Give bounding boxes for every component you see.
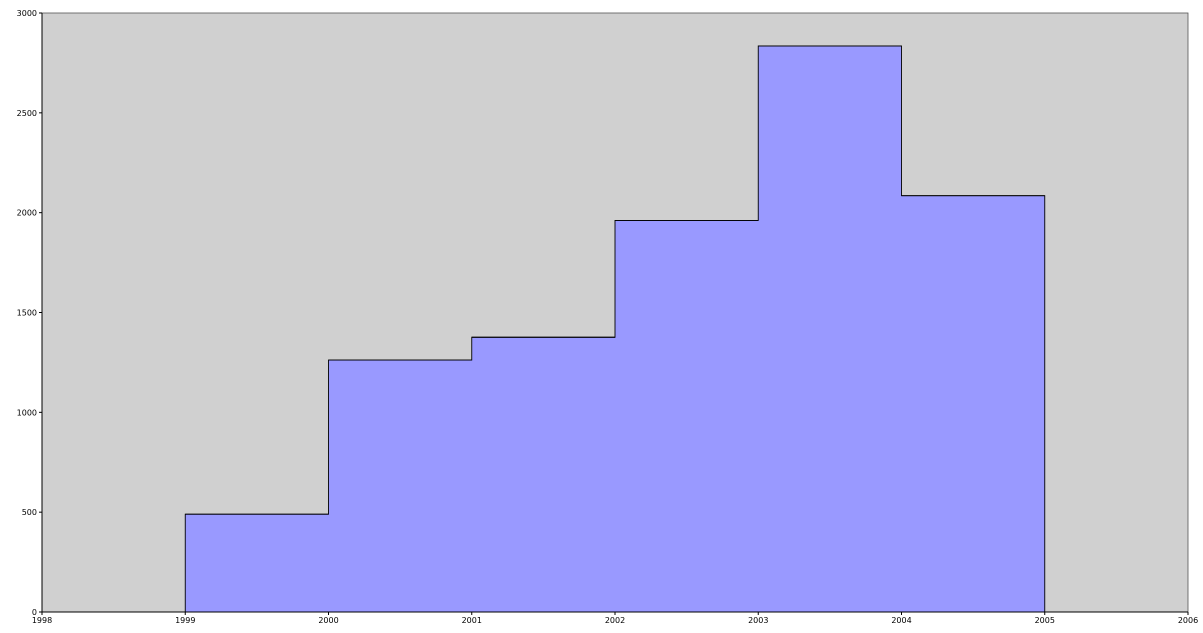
y-tick-label-0: 0 <box>32 608 37 617</box>
x-tick-label-2001: 2001 <box>462 616 482 625</box>
y-tick-label-2500: 2500 <box>17 109 37 118</box>
x-tick-label-2004: 2004 <box>891 616 911 625</box>
y-tick-label-500: 500 <box>22 508 37 517</box>
area-layer <box>184 45 1046 613</box>
y-tick-label-1000: 1000 <box>17 408 37 417</box>
x-tick-label-2002: 2002 <box>605 616 625 625</box>
x-tick-label-2005: 2005 <box>1035 616 1055 625</box>
x-tick-label-1999: 1999 <box>175 616 195 625</box>
x-tick-label-1998: 1998 <box>32 616 52 625</box>
y-tick-label-2000: 2000 <box>17 209 37 218</box>
axis-layer: 1998 1999 2000 2001 2002 2003 2004 2005 2006 0 500… <box>17 9 1199 625</box>
y-tick-label-1500: 1500 <box>17 309 37 318</box>
x-tick-label-2003: 2003 <box>748 616 768 625</box>
x-tick-label-2006: 2006 <box>1178 616 1198 625</box>
y-tick-label-3000: 3000 <box>17 9 37 18</box>
x-tick-label-2000: 2000 <box>318 616 338 625</box>
